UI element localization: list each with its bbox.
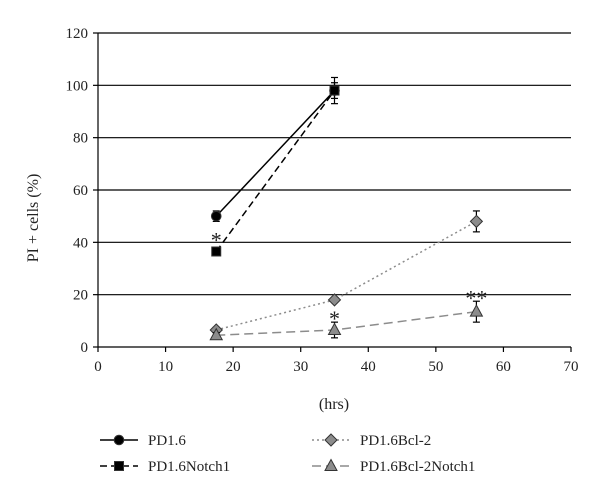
x-tick-label: 70 xyxy=(564,359,579,375)
series-line xyxy=(216,220,477,331)
legend-marker xyxy=(324,458,338,471)
y-tick-label: 40 xyxy=(73,235,88,251)
x-tick-label: 30 xyxy=(293,359,308,375)
x-tick-label: 40 xyxy=(361,359,376,375)
significance-marker: * xyxy=(211,228,222,253)
legend-marker xyxy=(324,433,338,447)
legend-label: PD1.6 xyxy=(148,433,186,449)
y-tick-label: 60 xyxy=(73,183,88,199)
data-point xyxy=(469,214,484,229)
y-tick-label: 0 xyxy=(81,340,89,356)
y-tick-label: 120 xyxy=(66,26,89,42)
axes: 0 20 40 60 80 100 120 0 10 20 30 40 50 60 70 xyxy=(66,26,579,375)
data-point xyxy=(209,327,224,341)
annotations: **** xyxy=(211,228,488,332)
legend-item-4: PD1.6Bcl-2Notch1 xyxy=(312,458,475,475)
y-tick-label: 20 xyxy=(73,288,88,304)
y-tick-label: 100 xyxy=(66,78,89,94)
series-2 xyxy=(211,76,340,257)
legend-marker xyxy=(113,434,125,446)
gridlines xyxy=(98,32,571,296)
significance-marker: ** xyxy=(465,285,487,310)
data-point xyxy=(211,246,222,257)
data-point xyxy=(329,85,340,96)
series-1 xyxy=(210,82,340,222)
x-tick-label: 60 xyxy=(496,359,511,375)
series-line xyxy=(215,90,336,252)
data-point xyxy=(327,293,342,307)
significance-marker: * xyxy=(329,306,340,331)
x-tick-label: 20 xyxy=(226,359,241,375)
legend-marker xyxy=(114,461,124,471)
series-4 xyxy=(209,300,484,341)
y-tick-label: 80 xyxy=(73,131,88,147)
legend-label: PD1.6Bcl-2Notch1 xyxy=(360,459,475,475)
series-3 xyxy=(209,210,484,337)
series-line xyxy=(216,310,477,336)
legend-item-3: PD1.6Bcl-2 xyxy=(312,433,431,449)
y-axis-title: PI + cells (%) xyxy=(25,174,42,263)
legend-label: PD1.6Bcl-2 xyxy=(360,433,431,449)
x-axis-title: (hrs) xyxy=(319,396,349,413)
x-tick-label: 0 xyxy=(94,359,102,375)
series-group xyxy=(209,76,484,341)
legend-item-2: PD1.6Notch1 xyxy=(100,459,230,475)
legend: PD1.6 PD1.6Notch1 PD1.6Bcl-2 PD1.6Bcl-2Notc… xyxy=(100,433,475,475)
data-point xyxy=(327,322,342,335)
legend-item-1: PD1.6 xyxy=(100,433,186,449)
series-line xyxy=(215,90,336,217)
x-tick-label: 10 xyxy=(158,359,173,375)
x-tick-label: 50 xyxy=(428,359,443,375)
legend-label: PD1.6Notch1 xyxy=(148,459,230,475)
data-point xyxy=(469,304,484,317)
data-point xyxy=(210,210,222,222)
